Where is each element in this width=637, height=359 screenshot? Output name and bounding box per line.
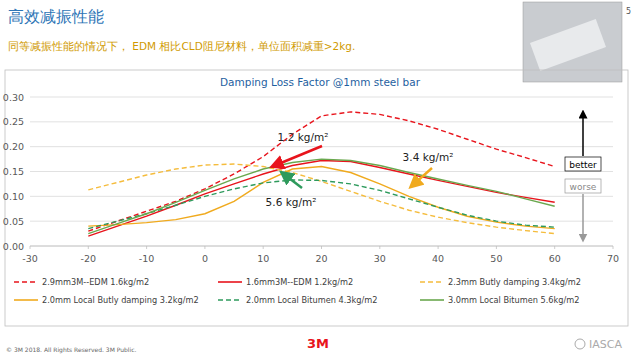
x-tick-label: -10 xyxy=(139,253,155,264)
legend-label: 2.0mm Local Bitumen 4.3kg/m2 xyxy=(246,295,377,305)
logo: 3M xyxy=(307,336,329,351)
legend-swatch xyxy=(420,299,444,301)
series-line xyxy=(88,164,554,234)
annotation: 5.6 kg/m² xyxy=(266,196,317,208)
slide: 高效减振性能同等减振性能的情况下， EDM 相比CLD阻尼材料，单位面积减重>2… xyxy=(0,0,637,359)
copyright: © 3M 2018. All Rights Reserved. 3M Publi… xyxy=(6,346,136,354)
worse-label: worse xyxy=(570,182,597,192)
x-tick xyxy=(613,246,614,249)
legend-label: 1.6mm3M--EDM 1.2kg/m2 xyxy=(246,277,353,287)
legend-swatch xyxy=(420,281,444,283)
grid-line xyxy=(30,221,613,222)
y-tick-label: 0.00 xyxy=(3,241,24,252)
legend-label: 2.0mm Local Butly damping 3.2kg/m2 xyxy=(42,295,199,305)
grid-line xyxy=(30,171,613,172)
x-tick-label: 60 xyxy=(549,253,561,264)
x-tick xyxy=(379,246,380,249)
x-tick-label: 20 xyxy=(315,253,327,264)
annotation: 3.4 kg/m² xyxy=(403,151,454,163)
series-line xyxy=(88,159,554,234)
page-number: 5 xyxy=(626,7,631,16)
annotation-arrow xyxy=(285,175,302,188)
better-label: better xyxy=(569,160,597,170)
annotation-arrow xyxy=(276,146,322,165)
x-tick-label: 0 xyxy=(202,253,208,264)
x-tick-label: 50 xyxy=(490,253,502,264)
worse-arrow xyxy=(582,194,584,238)
annotation-arrow xyxy=(414,168,432,184)
series-line xyxy=(88,180,554,229)
slide-title: 高效减振性能 xyxy=(8,7,104,26)
plot-area xyxy=(88,112,554,236)
legend-swatch xyxy=(218,299,242,301)
x-tick-label: 30 xyxy=(374,253,386,264)
x-tick xyxy=(496,246,497,249)
legend-swatch xyxy=(14,281,38,283)
photo-detail xyxy=(530,19,606,71)
x-tick xyxy=(146,246,147,249)
y-tick-label: 0.30 xyxy=(3,92,24,103)
x-tick xyxy=(438,246,439,249)
chart-frame xyxy=(5,70,628,326)
x-axis-line xyxy=(30,246,613,247)
y-tick-label: 0.05 xyxy=(3,216,24,227)
better-arrow xyxy=(582,114,584,156)
x-tick xyxy=(263,246,264,249)
x-tick-label: 10 xyxy=(257,253,269,264)
worse-box xyxy=(565,179,601,193)
annotation: 1.2 kg/m² xyxy=(278,131,329,143)
watermark: IASCA xyxy=(589,338,622,351)
legend-swatch xyxy=(14,299,38,301)
grid-line xyxy=(30,246,613,247)
slide-subtitle: 同等减振性能的情况下， EDM 相比CLD阻尼材料，单位面积减重>2kg. xyxy=(8,40,355,52)
grid-line xyxy=(30,97,613,98)
y-tick-label: 0.10 xyxy=(3,191,24,202)
series-line xyxy=(88,112,554,231)
legend-label: 3.0mm Local Bitumen 5.6kg/m2 xyxy=(448,295,579,305)
x-tick xyxy=(204,246,205,249)
legend-label: 2.3mm Butly damping 3.4kg/m2 xyxy=(448,277,581,287)
x-tick xyxy=(554,246,555,249)
better-box xyxy=(565,157,601,171)
watermark-icon xyxy=(575,339,585,349)
x-tick-label: 40 xyxy=(432,253,444,264)
legend-swatch xyxy=(218,281,242,283)
x-tick-label: -30 xyxy=(22,253,38,264)
x-tick xyxy=(321,246,322,249)
x-tick-label: -20 xyxy=(81,253,97,264)
series-line xyxy=(88,167,554,229)
chart-title: Damping Loss Factor @1mm steel bar xyxy=(220,76,421,88)
x-tick-label: 70 xyxy=(607,253,619,264)
x-tick xyxy=(30,246,31,249)
grid-line xyxy=(30,121,613,122)
y-tick-label: 0.20 xyxy=(3,141,24,152)
series-line xyxy=(88,161,554,237)
legend-label: 2.9mm3M--EDM 1.6kg/m2 xyxy=(42,277,149,287)
y-tick-label: 0.25 xyxy=(3,116,24,127)
y-tick-label: 0.15 xyxy=(3,166,24,177)
x-tick xyxy=(88,246,89,249)
